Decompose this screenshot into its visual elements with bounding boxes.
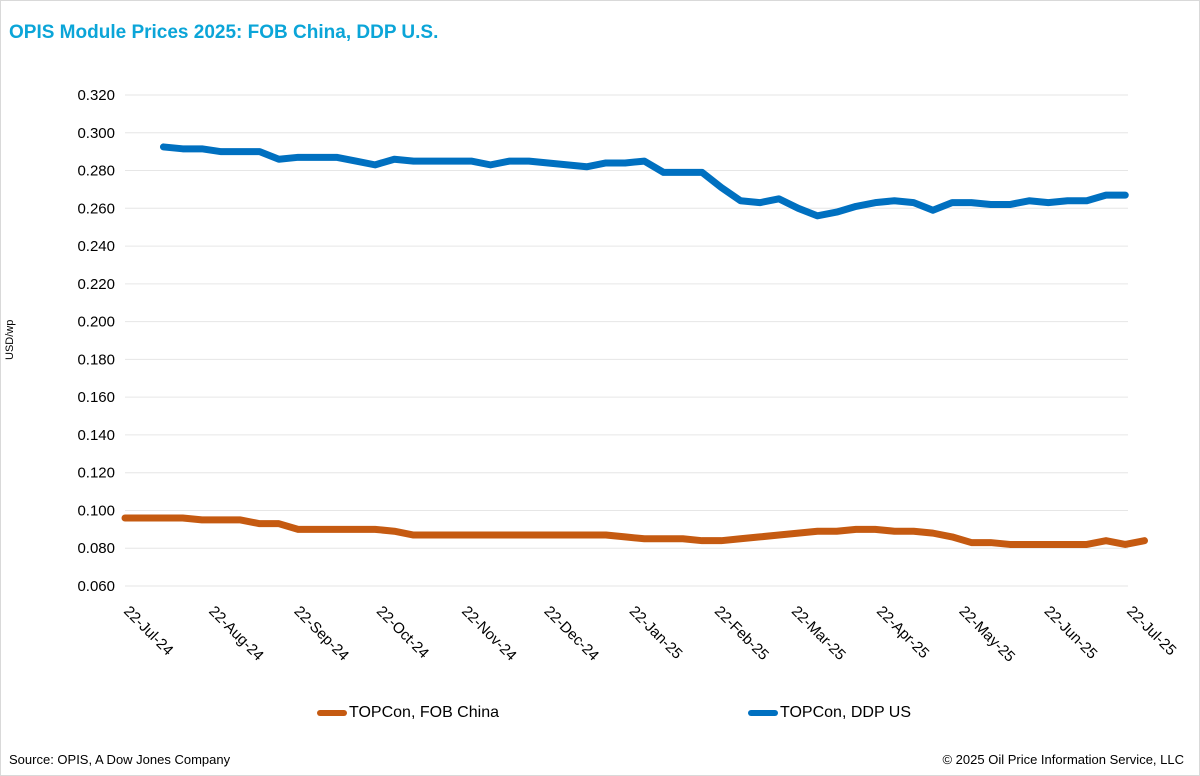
legend-swatch-fob-china: [317, 710, 347, 716]
x-tick-label: 22-Oct-24: [373, 603, 432, 662]
series-0: [121, 514, 1148, 548]
y-tick-label: 0.140: [77, 427, 115, 444]
legend-label-fob-china: TOPCon, FOB China: [349, 704, 499, 721]
chart-title: OPIS Module Prices 2025: FOB China, DDP …: [9, 22, 439, 43]
series-line: [159, 143, 1129, 220]
x-tick-label: 22-Mar-25: [788, 603, 849, 664]
x-tick-label: 22-Jun-25: [1041, 603, 1101, 663]
x-tick-label: 22-Jul-25: [1123, 603, 1179, 659]
legend-item-fob-china: TOPCon, FOB China: [317, 704, 499, 722]
legend-label-ddp-us: TOPCon, DDP US: [780, 704, 912, 721]
x-tick-label: 22-Feb-25: [711, 603, 772, 664]
x-tick-label: 22-Dec-24: [541, 603, 603, 665]
y-tick-label: 0.160: [77, 389, 115, 406]
y-axis-ticks: 0.320 0.300 0.280 0.260 0.240 0.220 0.200 0.180…: [77, 87, 115, 595]
x-tick-label: 22-Jul-24: [120, 603, 176, 659]
series-line: [121, 514, 1148, 548]
x-tick-label: 22-Jan-25: [626, 603, 686, 663]
y-tick-label: 0.240: [77, 238, 115, 255]
x-tick-label: 22-Aug-24: [205, 603, 267, 665]
x-tick-label: 22-Nov-24: [458, 603, 520, 665]
y-tick-label: 0.200: [77, 314, 115, 331]
y-tick-label: 0.100: [77, 502, 115, 519]
y-tick-label: 0.260: [77, 200, 115, 217]
x-tick-label: 22-Sep-24: [291, 603, 353, 665]
x-tick-label: 22-Apr-25: [873, 603, 932, 662]
series-1: [159, 143, 1129, 220]
series-lines: [121, 143, 1148, 548]
gridlines: [125, 94, 1128, 587]
x-tick-label: 22-May-25: [956, 603, 1019, 666]
y-tick-label: 0.220: [77, 276, 115, 293]
y-tick-label: 0.300: [77, 125, 115, 142]
y-tick-label: 0.280: [77, 163, 115, 180]
copyright-note: © 2025 Oil Price Information Service, LL…: [942, 752, 1184, 767]
y-tick-label: 0.180: [77, 351, 115, 368]
y-tick-label: 0.320: [77, 87, 115, 104]
x-axis-ticks: 22-Jul-24 22-Aug-24 22-Sep-24 22-Oct-24 22-N…: [120, 603, 1179, 666]
y-tick-label: 0.060: [77, 578, 115, 595]
legend-item-ddp-us: TOPCon, DDP US: [748, 704, 911, 722]
source-note: Source: OPIS, A Dow Jones Company: [9, 752, 231, 767]
legend-swatch-ddp-us: [748, 710, 778, 716]
y-tick-label: 0.080: [77, 540, 115, 557]
y-tick-label: 0.120: [77, 465, 115, 482]
